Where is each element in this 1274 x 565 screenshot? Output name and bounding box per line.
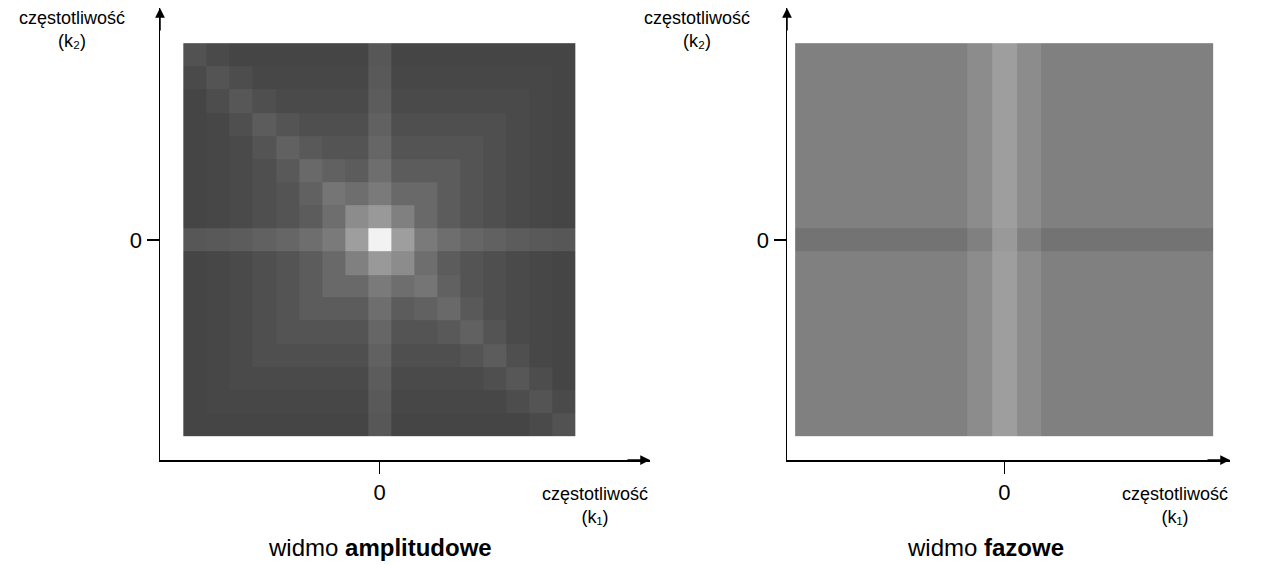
svg-text:0: 0 (998, 480, 1010, 505)
svg-text:0: 0 (373, 480, 385, 505)
svg-text:częstotliwość(k₁): częstotliwość(k₁) (1122, 484, 1228, 527)
svg-text:widmo amplitudowe: widmo amplitudowe (268, 534, 492, 561)
svg-text:częstotliwość(k₂): częstotliwość(k₂) (644, 8, 750, 51)
svg-text:0: 0 (130, 228, 142, 253)
svg-text:0: 0 (757, 228, 769, 253)
svg-text:częstotliwość(k₂): częstotliwość(k₂) (19, 8, 125, 51)
svg-text:widmo fazowe: widmo fazowe (907, 534, 1064, 561)
svg-text:częstotliwość(k₁): częstotliwość(k₁) (542, 484, 648, 527)
